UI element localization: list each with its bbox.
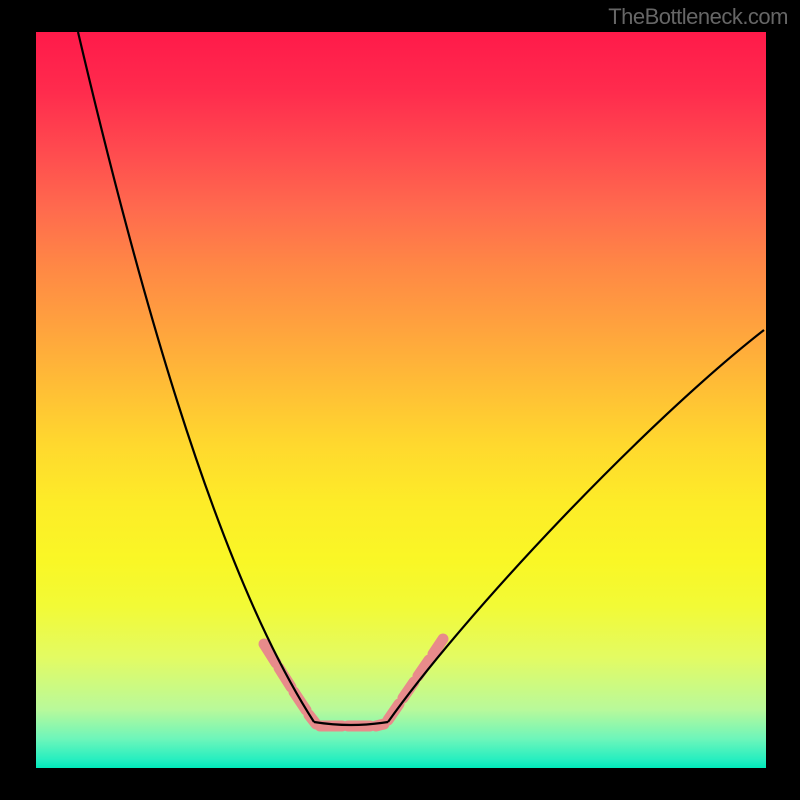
watermark-text: TheBottleneck.com bbox=[608, 4, 788, 30]
curve-right-branch bbox=[388, 330, 764, 722]
guide-mark bbox=[388, 704, 399, 720]
curve-left-branch bbox=[78, 32, 314, 722]
plot-area bbox=[36, 32, 766, 768]
curve-svg bbox=[36, 32, 766, 768]
